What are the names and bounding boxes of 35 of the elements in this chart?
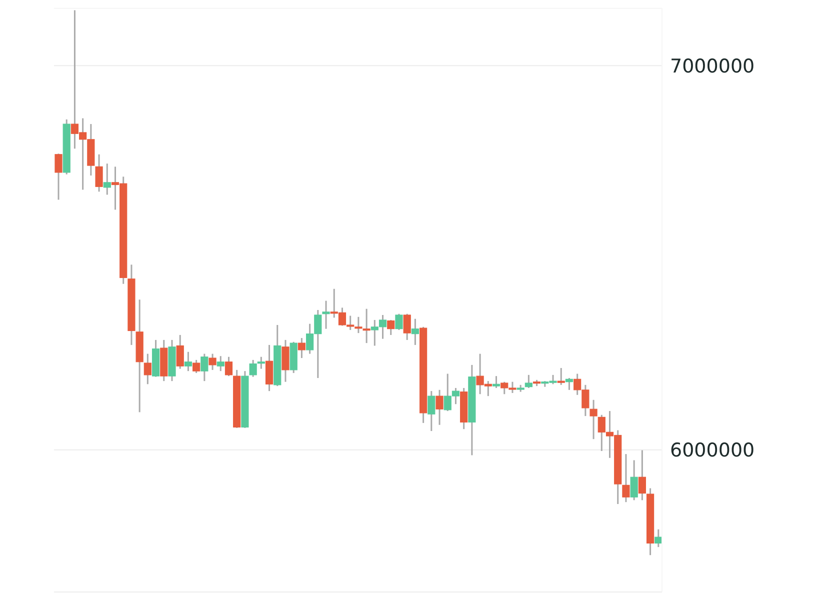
candlestick xyxy=(249,359,257,378)
candlestick xyxy=(257,356,265,370)
candlestick xyxy=(524,374,532,389)
candlestick xyxy=(265,344,274,392)
candlestick xyxy=(216,355,224,372)
candlestick xyxy=(95,154,103,192)
candlestick xyxy=(557,367,565,386)
candlestick xyxy=(395,313,403,331)
candlestick xyxy=(638,449,646,501)
y-tick-label: 6000000 xyxy=(670,440,755,462)
candlestick xyxy=(403,313,411,341)
candlestick xyxy=(103,162,111,196)
candlestick xyxy=(322,300,330,330)
candlestick xyxy=(192,359,200,374)
candlestick xyxy=(590,399,598,440)
candlestick xyxy=(282,339,290,383)
candlestick xyxy=(176,334,184,370)
candlestick xyxy=(200,353,208,382)
candlestick xyxy=(428,390,436,432)
candlestick xyxy=(184,351,192,372)
candlestick xyxy=(224,356,233,377)
candlestick xyxy=(654,528,662,548)
candlestick xyxy=(54,152,62,200)
candlestick xyxy=(387,319,395,336)
candlestick xyxy=(411,318,419,346)
y-tick-label: 7000000 xyxy=(670,55,755,78)
candlestick xyxy=(436,389,444,426)
candlestick xyxy=(362,308,370,344)
candlestick xyxy=(630,459,638,501)
candlestick xyxy=(144,353,152,385)
candlestick xyxy=(298,337,306,359)
candlestick xyxy=(208,353,216,371)
candlestick xyxy=(565,377,574,391)
candlestick xyxy=(622,453,630,503)
candlestick xyxy=(492,375,500,389)
